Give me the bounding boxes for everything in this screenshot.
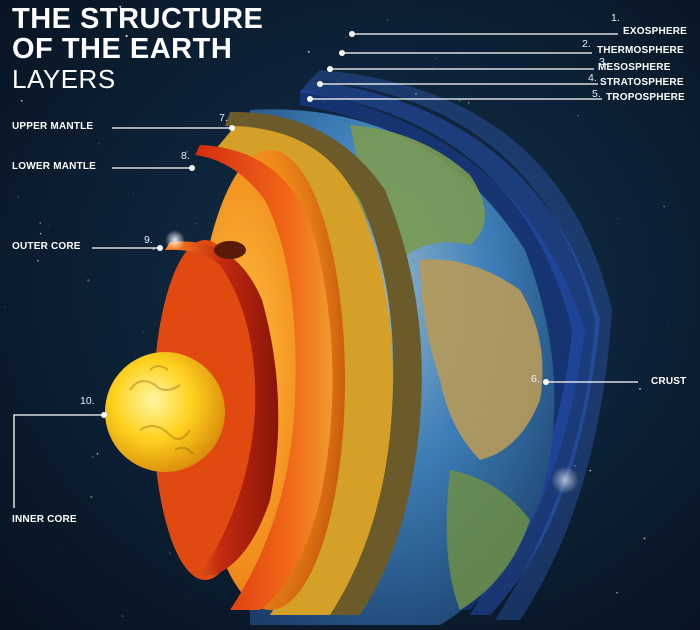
star xyxy=(87,279,90,282)
star xyxy=(142,331,144,333)
star xyxy=(432,66,433,68)
outer-core-shadow xyxy=(214,241,246,259)
star xyxy=(57,550,59,552)
star xyxy=(345,36,347,38)
label-number-outer-core: 9. xyxy=(144,234,153,246)
label-number-inner-core: 10. xyxy=(80,395,95,407)
outer-core-band xyxy=(165,241,279,575)
light-flare xyxy=(551,466,579,494)
star xyxy=(616,592,618,594)
star xyxy=(186,150,189,153)
star xyxy=(121,27,122,29)
star xyxy=(13,156,15,158)
star xyxy=(48,224,50,227)
star xyxy=(574,465,576,467)
label-number-thermosphere: 2. xyxy=(582,38,591,50)
star xyxy=(125,34,128,38)
star xyxy=(558,260,560,261)
light-flare xyxy=(165,230,185,250)
lower-mantle-band xyxy=(195,145,333,610)
star xyxy=(39,233,42,235)
label-number-lower-mantle: 8. xyxy=(181,150,190,162)
star xyxy=(663,205,665,208)
star xyxy=(168,552,171,554)
label-stratosphere: STRATOSPHERE xyxy=(600,77,684,88)
star xyxy=(458,99,461,102)
star xyxy=(667,382,670,384)
star xyxy=(617,218,619,220)
label-crust: CRUST xyxy=(651,376,687,387)
star xyxy=(36,259,39,262)
star xyxy=(232,21,234,23)
star xyxy=(96,452,99,455)
label-thermosphere: THERMOSPHERE xyxy=(597,45,684,56)
star xyxy=(98,143,100,145)
star xyxy=(133,193,134,194)
star xyxy=(434,57,437,60)
star xyxy=(188,597,190,599)
label-number-exosphere: 1. xyxy=(611,12,620,24)
star xyxy=(91,455,94,458)
title-line-2: OF THE EARTH xyxy=(12,33,233,65)
upper-mantle-band xyxy=(215,126,393,615)
label-exosphere: EXOSPHERE xyxy=(623,26,688,37)
star xyxy=(666,323,668,325)
subtitle: LAYERS xyxy=(12,64,116,94)
star xyxy=(20,99,23,102)
star xyxy=(17,196,20,198)
star xyxy=(194,223,197,225)
label-lower-mantle: LOWER MANTLE xyxy=(12,161,97,172)
star xyxy=(121,615,124,617)
label-number-stratosphere: 4. xyxy=(588,72,597,84)
star xyxy=(467,102,470,104)
star xyxy=(550,89,551,91)
inner-core-texture xyxy=(129,365,194,455)
star xyxy=(90,495,93,498)
label-number-upper-mantle: 7. xyxy=(219,112,228,124)
star xyxy=(415,92,417,95)
star xyxy=(643,537,646,540)
star xyxy=(307,50,310,53)
label-troposphere: TROPOSPHERE xyxy=(606,92,685,103)
star xyxy=(387,19,389,21)
star xyxy=(621,357,623,358)
label-number-troposphere: 5. xyxy=(592,88,601,100)
star xyxy=(638,387,642,390)
inner-core-sphere xyxy=(105,352,225,472)
star xyxy=(4,306,6,308)
leader-dots xyxy=(101,31,549,418)
star xyxy=(39,222,41,224)
label-number-crust: 6. xyxy=(531,373,540,385)
label-mesosphere: MESOSPHERE xyxy=(598,62,671,73)
title-line-1: THE STRUCTURE xyxy=(12,3,264,35)
label-outer-core: OUTER CORE xyxy=(12,241,81,252)
label-number-mesosphere: 3. xyxy=(599,56,608,68)
star xyxy=(577,114,579,117)
label-inner-core: INNER CORE xyxy=(12,514,77,525)
label-upper-mantle: UPPER MANTLE xyxy=(12,121,94,132)
leader-lines xyxy=(13,33,638,508)
star xyxy=(589,469,592,472)
star xyxy=(119,5,122,8)
